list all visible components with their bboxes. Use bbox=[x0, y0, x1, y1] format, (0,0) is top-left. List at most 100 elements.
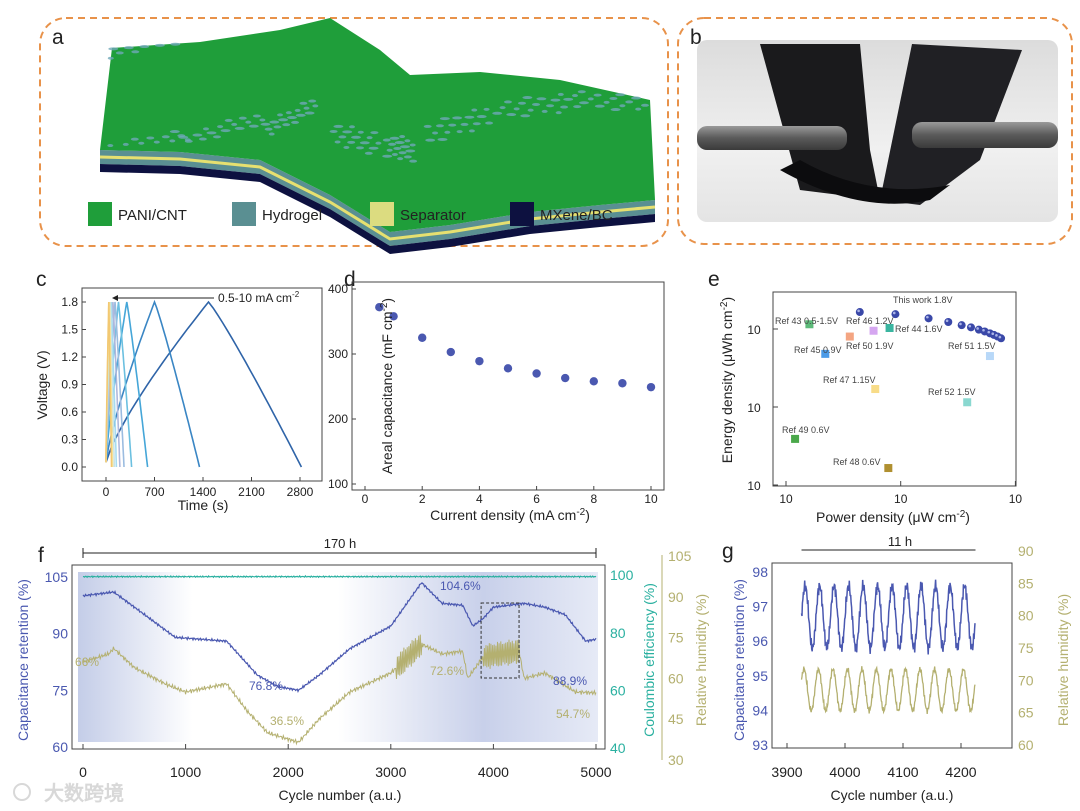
ref-point-5 bbox=[985, 352, 994, 361]
pore-mark bbox=[625, 100, 634, 104]
pore-mark bbox=[394, 141, 405, 145]
ref-point-2 bbox=[869, 326, 878, 335]
y-tick-label-f-left: 90 bbox=[52, 626, 68, 642]
pore-mark bbox=[400, 145, 411, 149]
pore-mark bbox=[471, 108, 478, 112]
x-tick-label-d: 2 bbox=[419, 492, 426, 506]
plot-frame-d bbox=[351, 281, 665, 491]
annot-cap-end: 88.9% bbox=[553, 674, 587, 688]
y-tick-label-f-rh: 30 bbox=[668, 752, 684, 768]
pore-mark bbox=[550, 98, 561, 102]
y-tick-label-d: 200 bbox=[328, 412, 348, 426]
y-tick-label-f-rh: 105 bbox=[668, 548, 692, 564]
y-axis-label-e: Energy density (μWh cm-2) bbox=[719, 297, 735, 463]
ref-point-3 bbox=[885, 323, 894, 332]
pore-mark bbox=[432, 131, 439, 135]
left-clamp bbox=[697, 126, 847, 150]
pore-mark bbox=[577, 90, 586, 94]
pore-mark bbox=[286, 116, 297, 120]
pore-mark bbox=[259, 118, 266, 122]
y-tick-label-e: 10 bbox=[747, 323, 761, 337]
pore-mark bbox=[203, 127, 209, 131]
pore-mark bbox=[368, 146, 379, 150]
x-axis-label-d-end: ) bbox=[585, 507, 590, 523]
x-axis-label-d: Current density (mA cm-2) bbox=[430, 507, 590, 523]
pore-mark bbox=[294, 108, 301, 112]
strip-bend bbox=[780, 160, 950, 204]
capacitance-curve bbox=[82, 582, 597, 693]
this-work-point bbox=[966, 323, 975, 332]
pore-mark bbox=[532, 102, 541, 106]
ce-curve bbox=[82, 574, 597, 579]
pore-mark bbox=[308, 99, 317, 103]
pore-mark bbox=[593, 93, 602, 97]
x-axis-label-d-main: Current density (mA cm bbox=[430, 507, 576, 523]
point-highlight bbox=[982, 328, 985, 332]
data-point-d bbox=[618, 379, 627, 388]
left-strip bbox=[760, 44, 880, 200]
pore-mark bbox=[278, 118, 289, 122]
y-axis-label-d-main: Areal capacitance (mF cm bbox=[379, 311, 395, 474]
pore-mark bbox=[603, 100, 610, 104]
pore-mark bbox=[303, 106, 310, 110]
ref-point-8 bbox=[791, 434, 800, 443]
pore-mark bbox=[349, 125, 355, 129]
rh-curve bbox=[82, 634, 597, 746]
pore-mark bbox=[107, 144, 114, 148]
this-work-point bbox=[944, 317, 953, 326]
pore-mark bbox=[425, 138, 436, 142]
ref-label-1: Ref 46 1.2V bbox=[846, 316, 894, 326]
pore-mark bbox=[269, 120, 280, 124]
y-tick-label-d: 100 bbox=[328, 477, 348, 491]
pore-mark bbox=[351, 135, 361, 139]
pore-mark bbox=[359, 141, 370, 145]
rh-curve-g bbox=[800, 665, 976, 715]
y-tick-label-f-rh: 90 bbox=[668, 589, 684, 605]
y-tick-label-f-rh: 75 bbox=[668, 630, 684, 646]
pore-mark bbox=[403, 155, 412, 159]
pore-mark bbox=[231, 122, 238, 126]
pore-mark bbox=[444, 130, 451, 134]
pore-mark bbox=[382, 154, 393, 158]
ref-point-9 bbox=[884, 464, 893, 473]
annotation-sup: -2 bbox=[292, 290, 300, 299]
pore-mark bbox=[260, 122, 271, 126]
this-work-point bbox=[997, 334, 1006, 343]
pore-mark bbox=[476, 115, 487, 119]
pore-mark bbox=[206, 131, 217, 135]
legend-swatch-3 bbox=[510, 202, 534, 226]
x-axis-label-e-main: Power density (μW cm bbox=[816, 509, 956, 525]
pore-mark bbox=[366, 136, 373, 140]
pore-mark bbox=[579, 101, 589, 105]
pore-mark bbox=[356, 146, 364, 150]
x-tick-label-f: 0 bbox=[79, 764, 87, 780]
pore-mark bbox=[146, 136, 155, 140]
pore-mark bbox=[594, 104, 605, 108]
this-work-point bbox=[924, 314, 933, 323]
pore-mark bbox=[635, 107, 642, 111]
data-point-d bbox=[446, 347, 455, 357]
x-tick-label-c: 1400 bbox=[190, 485, 217, 499]
pore-mark bbox=[213, 135, 221, 139]
x-tick-label-d: 6 bbox=[533, 492, 540, 506]
pore-mark bbox=[333, 124, 344, 128]
pore-mark bbox=[299, 101, 308, 105]
x-axis-label-e-sup: -2 bbox=[956, 509, 965, 520]
panel-a-frame bbox=[39, 17, 669, 247]
panel-letter-f: f bbox=[38, 544, 44, 567]
ref-label-2: Ref 50 1.9V bbox=[846, 341, 894, 351]
x-axis-label-c: Time (s) bbox=[178, 497, 229, 513]
pore-mark bbox=[123, 46, 134, 50]
point-highlight bbox=[998, 335, 1002, 339]
pore-mark bbox=[184, 139, 193, 143]
pore-mark bbox=[557, 92, 564, 96]
pore-mark bbox=[220, 129, 231, 133]
annot-cap-min: 76.8% bbox=[249, 679, 283, 693]
pore-mark bbox=[198, 137, 207, 141]
this-work-label: This work 1.8V bbox=[893, 295, 953, 305]
x-tick-label-g: 4200 bbox=[945, 764, 976, 780]
y-axis-label-g-rh: Relative humidity (%) bbox=[1055, 594, 1071, 726]
pore-mark bbox=[161, 135, 170, 139]
plot-frame-c bbox=[81, 287, 323, 482]
